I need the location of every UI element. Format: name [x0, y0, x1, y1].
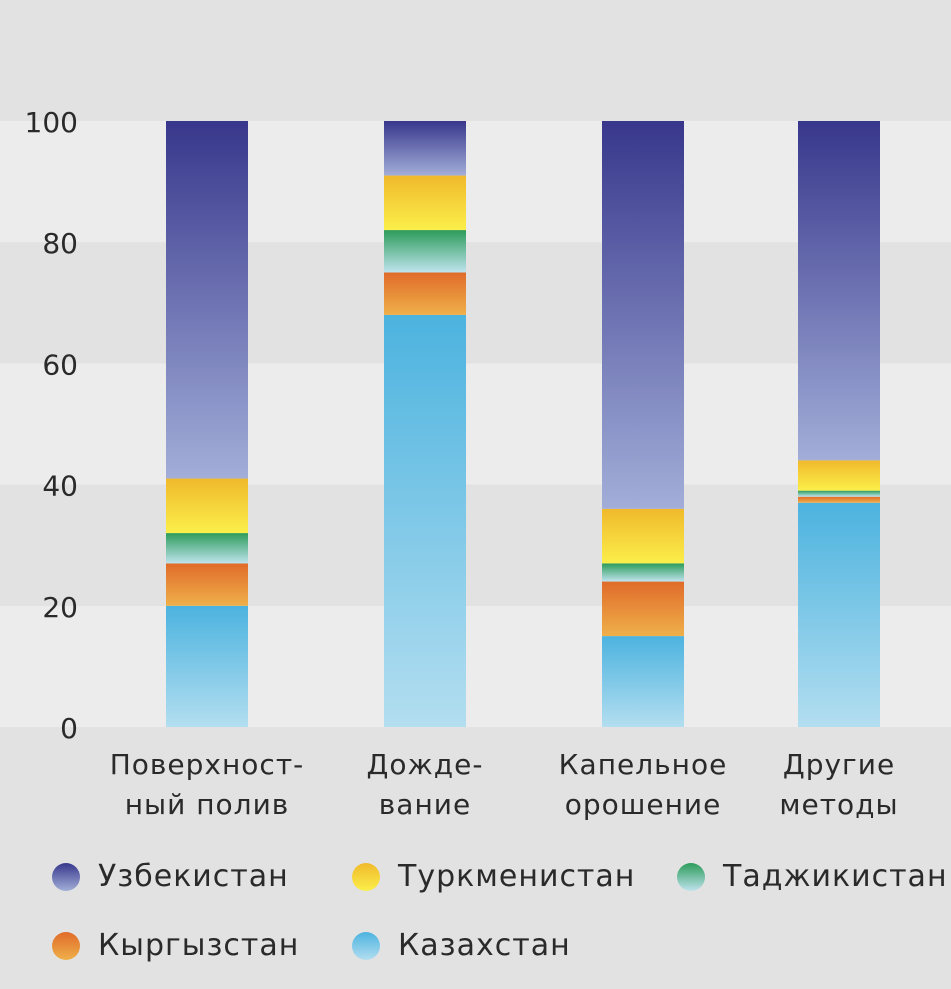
x-tick-label: ный полив	[125, 788, 290, 821]
grid-band	[0, 605, 951, 727]
x-tick-label: методы	[779, 788, 898, 821]
legend-dot-icon	[52, 862, 80, 891]
legend-dot-icon	[52, 931, 80, 960]
legend-dot-icon	[677, 862, 705, 891]
bar-segment	[602, 121, 684, 509]
legend-item-turkmenistan: Туркменистан	[352, 859, 635, 894]
bar-segment	[602, 508, 684, 564]
bar-segment	[166, 478, 248, 534]
bar-segment	[384, 314, 466, 727]
x-tick-label: Другие	[783, 748, 895, 781]
grid-band	[0, 121, 951, 243]
bar-segment	[384, 175, 466, 231]
legend-item-tajikistan: Таджикистан	[677, 859, 948, 894]
legend-dot-icon	[352, 862, 380, 891]
y-tick-label: 40	[42, 470, 78, 503]
grid-band	[0, 484, 951, 606]
x-tick-label: Капельное	[559, 748, 728, 781]
bar-segment	[798, 502, 880, 727]
legend-label: Туркменистан	[398, 859, 636, 894]
y-tick-label: 100	[25, 106, 78, 139]
stacked-bar-chart: 0 20 40 60 80 100 Поверхност-ный полив Дожде-в…	[0, 106, 951, 821]
bar-segment	[166, 121, 248, 479]
bar-segment	[384, 272, 466, 315]
legend-dot-icon	[352, 931, 380, 960]
legend-label: Таджикистан	[723, 859, 948, 894]
grid-band	[0, 242, 951, 364]
y-tick-label: 60	[42, 348, 78, 381]
bar-segment	[798, 460, 880, 491]
legend-label: Узбекистан	[98, 859, 289, 894]
legend-label: Кыргызстан	[98, 928, 300, 963]
x-tick-label: Поверхност-	[110, 748, 305, 781]
y-tick-label: 20	[42, 591, 78, 624]
legend-item-kazakhstan: Казахстан	[352, 928, 571, 963]
legend: Узбекистан Туркменистан Таджикистан Кырг…	[40, 845, 947, 985]
legend-item-kyrgyzstan: Кыргызстан	[52, 928, 299, 963]
grid-band	[0, 363, 951, 485]
bar-segment	[798, 121, 880, 461]
bar-segment	[602, 581, 684, 637]
bar-segment	[166, 605, 248, 727]
y-tick-label: 80	[42, 227, 78, 260]
legend-label: Казахстан	[398, 928, 571, 963]
x-tick-label: Дожде-	[367, 748, 484, 781]
bar-segment	[602, 636, 684, 727]
bar-segment	[166, 533, 248, 564]
legend-item-uzbekistan: Узбекистан	[52, 859, 289, 894]
bar-segment	[166, 563, 248, 606]
bar-segment	[798, 496, 880, 503]
x-tick-label: вание	[379, 788, 471, 821]
y-tick-label: 0	[60, 712, 78, 745]
bar-segment	[384, 230, 466, 273]
bar-segment	[798, 490, 880, 497]
bar-segment	[384, 121, 466, 176]
x-tick-label: орошение	[565, 788, 722, 821]
bar-segment	[602, 563, 684, 582]
